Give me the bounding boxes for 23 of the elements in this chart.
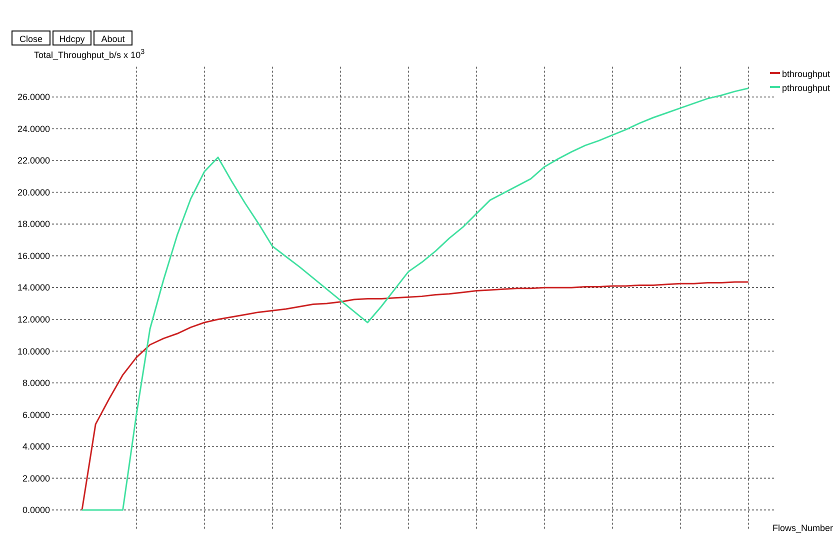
y-tick-label: 2.0000 <box>22 473 50 484</box>
y-tick-label: 26.0000 <box>17 92 50 102</box>
button: Hdcpy <box>52 30 92 46</box>
y-tick-label: 14.0000 <box>17 282 50 293</box>
x-axis-title: Flows_Number <box>772 523 833 533</box>
y-tick-label: 10.0000 <box>17 346 50 356</box>
legend-label: bthroughput <box>782 69 831 79</box>
y-tick-label: 24.0000 <box>17 124 50 134</box>
button: Close <box>12 30 50 46</box>
y-tick-label: 20.0000 <box>17 187 50 198</box>
line-series <box>81 87 750 511</box>
y-tick-label: 22.0000 <box>17 156 50 166</box>
y-axis-title: Total_Throughput_b/s x 10$^{3}$ <box>34 46 145 60</box>
y-tick-label: 8.0000 <box>22 378 50 388</box>
legend-label: pthroughput <box>782 83 831 93</box>
y-tick-label: 4.0000 <box>22 442 50 452</box>
y-tick-label: 0.0000 <box>22 505 50 516</box>
y-tick-label: 12.0000 <box>17 314 50 324</box>
y-tick-label: 18.0000 <box>17 219 50 230</box>
y-tick-label: 6.0000 <box>22 410 50 420</box>
button: About <box>94 30 132 46</box>
line-series <box>81 281 750 511</box>
y-tick-label: 16.0000 <box>17 250 50 261</box>
